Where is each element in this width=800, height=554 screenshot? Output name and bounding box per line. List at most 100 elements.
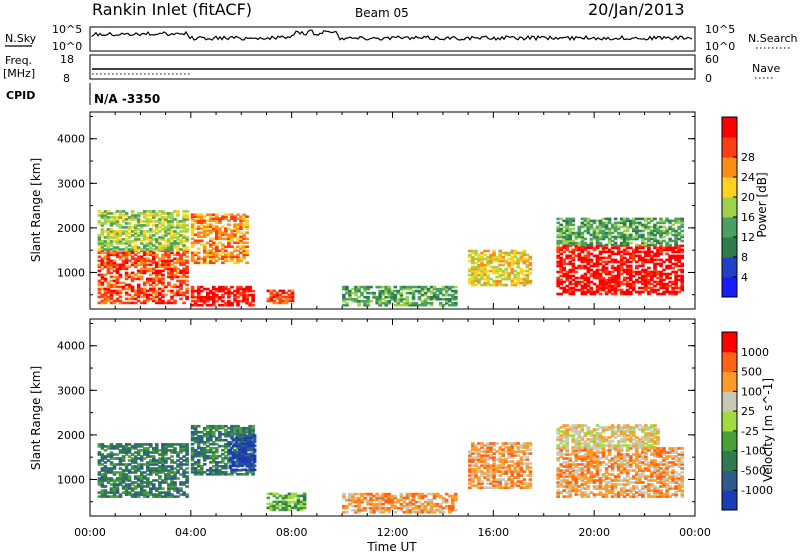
data-cell [215, 259, 219, 263]
data-cell [583, 483, 588, 486]
data-cell [227, 287, 231, 291]
data-cell [139, 459, 144, 462]
data-cell [218, 461, 222, 464]
data-cell [516, 265, 521, 269]
data-cell [236, 249, 240, 253]
data-cell [562, 290, 566, 294]
data-cell [167, 483, 171, 486]
data-cell [209, 237, 213, 241]
data-cell [348, 289, 352, 293]
data-cell [121, 267, 126, 271]
data-cell [146, 443, 150, 446]
data-cell [149, 487, 153, 490]
data-cell [149, 283, 153, 287]
data-cell [577, 473, 582, 476]
data-cell [109, 479, 114, 482]
data-cell [236, 261, 240, 265]
data-cell [239, 223, 243, 226]
data-cell [647, 227, 651, 231]
data-cell [429, 301, 434, 305]
data-cell [170, 214, 174, 217]
data-cell [656, 282, 660, 286]
data-cell [345, 504, 349, 508]
data-cell [604, 463, 609, 466]
data-cell [592, 455, 597, 458]
data-cell [583, 260, 588, 264]
data-cell [170, 451, 174, 454]
data-cell [230, 233, 234, 237]
data-cell [680, 229, 684, 233]
colorbar-segment [722, 137, 737, 158]
data-cell [604, 457, 609, 460]
data-cell [215, 295, 219, 299]
data-cell [133, 265, 138, 269]
data-cell [414, 506, 419, 510]
data-cell [100, 214, 105, 217]
data-cell [240, 438, 245, 441]
data-cell [124, 222, 129, 225]
data-cell [133, 263, 138, 267]
data-cell [426, 287, 431, 291]
data-cell [224, 287, 228, 291]
data-cell [390, 297, 395, 301]
data-cell [405, 297, 410, 301]
data-cell [133, 230, 138, 233]
data-cell [607, 221, 612, 225]
data-cell [641, 282, 645, 286]
data-cell [170, 467, 174, 470]
data-cell [414, 492, 419, 496]
data-cell [471, 249, 475, 253]
data-cell [185, 246, 189, 249]
data-cell [103, 230, 108, 233]
data-cell [390, 500, 395, 504]
data-cell [483, 271, 487, 275]
data-cell [604, 227, 609, 231]
data-cell [571, 256, 576, 260]
data-cell [149, 246, 153, 249]
data-cell [167, 267, 171, 271]
data-cell [402, 285, 407, 289]
data-cell [423, 293, 428, 297]
data-cell [103, 473, 108, 476]
data-cell [411, 301, 416, 305]
data-cell [167, 238, 171, 241]
data-cell [644, 254, 648, 258]
data-cell [677, 264, 681, 268]
data-cell [173, 495, 177, 498]
data-cell [477, 269, 481, 273]
data-cell [152, 210, 156, 213]
data-cell [248, 301, 252, 305]
data-cell [224, 285, 228, 289]
data-cell [625, 250, 630, 254]
data-cell [103, 475, 108, 478]
data-cell [471, 269, 475, 273]
data-cell [118, 226, 123, 229]
data-cell [146, 238, 150, 241]
data-cell [492, 452, 496, 455]
data-cell [480, 454, 484, 457]
data-cell [574, 463, 579, 466]
data-cell [504, 470, 508, 473]
data-cell [215, 233, 219, 237]
data-cell [454, 301, 458, 305]
data-cell [528, 442, 533, 445]
data-cell [142, 493, 147, 496]
data-cell [501, 269, 505, 273]
data-cell [236, 426, 240, 430]
data-cell [619, 266, 624, 270]
data-cell [489, 448, 493, 451]
data-cell [571, 453, 576, 456]
data-cell [423, 299, 428, 303]
data-cell [668, 266, 672, 270]
data-cell [420, 287, 425, 291]
data-cell [429, 289, 434, 293]
data-cell [659, 274, 663, 278]
data-cell [158, 273, 162, 277]
data-cell [146, 222, 150, 225]
data-cell [444, 297, 449, 301]
data-cell [595, 260, 600, 264]
data-cell [249, 458, 254, 462]
data-cell [601, 288, 606, 292]
data-cell [133, 253, 138, 257]
data-cell [190, 430, 195, 434]
